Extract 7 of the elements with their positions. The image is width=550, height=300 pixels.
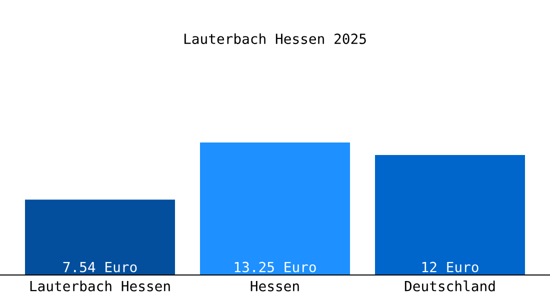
data-label: 13.25 Euro: [234, 262, 316, 272]
x-tick-label: Deutschland: [404, 280, 495, 292]
x-tick-label: Hessen: [250, 281, 299, 292]
chart-title: Lauterbach Hessen 2025: [184, 33, 366, 44]
data-label: 12 Euro: [422, 262, 478, 272]
data-label: 7.54 Euro: [63, 262, 137, 272]
x-tick-label: Lauterbach Hessen: [30, 280, 170, 292]
